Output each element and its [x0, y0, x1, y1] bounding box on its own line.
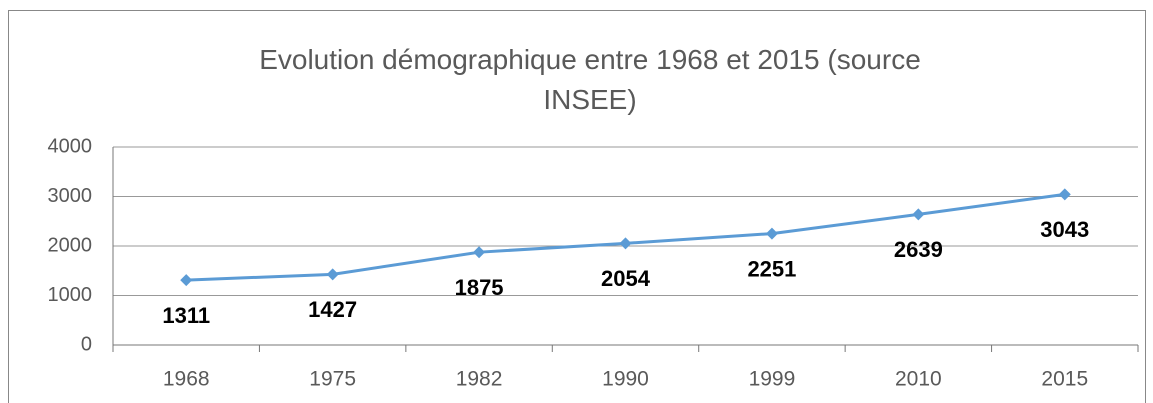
data-label: 3043: [1040, 217, 1089, 242]
data-label: 1875: [455, 275, 504, 300]
data-label: 1427: [308, 297, 357, 322]
y-tick-label: 0: [81, 333, 92, 355]
data-label: 2639: [894, 237, 943, 262]
x-tick-label: 1990: [602, 368, 649, 391]
marker: [912, 208, 925, 221]
x-tick-label: 1975: [309, 368, 356, 391]
x-tick-label: 1999: [749, 368, 796, 391]
marker: [326, 268, 339, 281]
data-label: 2054: [601, 266, 651, 291]
y-tick-label: 1000: [48, 284, 93, 306]
marker: [1058, 188, 1071, 201]
data-label: 2251: [747, 256, 796, 281]
chart-title: Evolution démographique entre 1968 et 20…: [259, 44, 921, 115]
y-tick-label: 2000: [48, 234, 93, 256]
x-tick-label: 2015: [1041, 368, 1088, 391]
data-label: 1311: [162, 303, 210, 328]
y-tick-label: 4000: [48, 135, 93, 157]
chart-border: [8, 10, 1146, 403]
y-tick-label: 3000: [48, 185, 93, 207]
x-tick-label: 1982: [456, 368, 503, 391]
marker: [180, 274, 193, 287]
marker: [619, 237, 632, 250]
marker: [473, 246, 486, 259]
x-tick-label: 2010: [895, 368, 942, 391]
x-tick-label: 1968: [163, 368, 210, 391]
marker: [765, 227, 778, 240]
